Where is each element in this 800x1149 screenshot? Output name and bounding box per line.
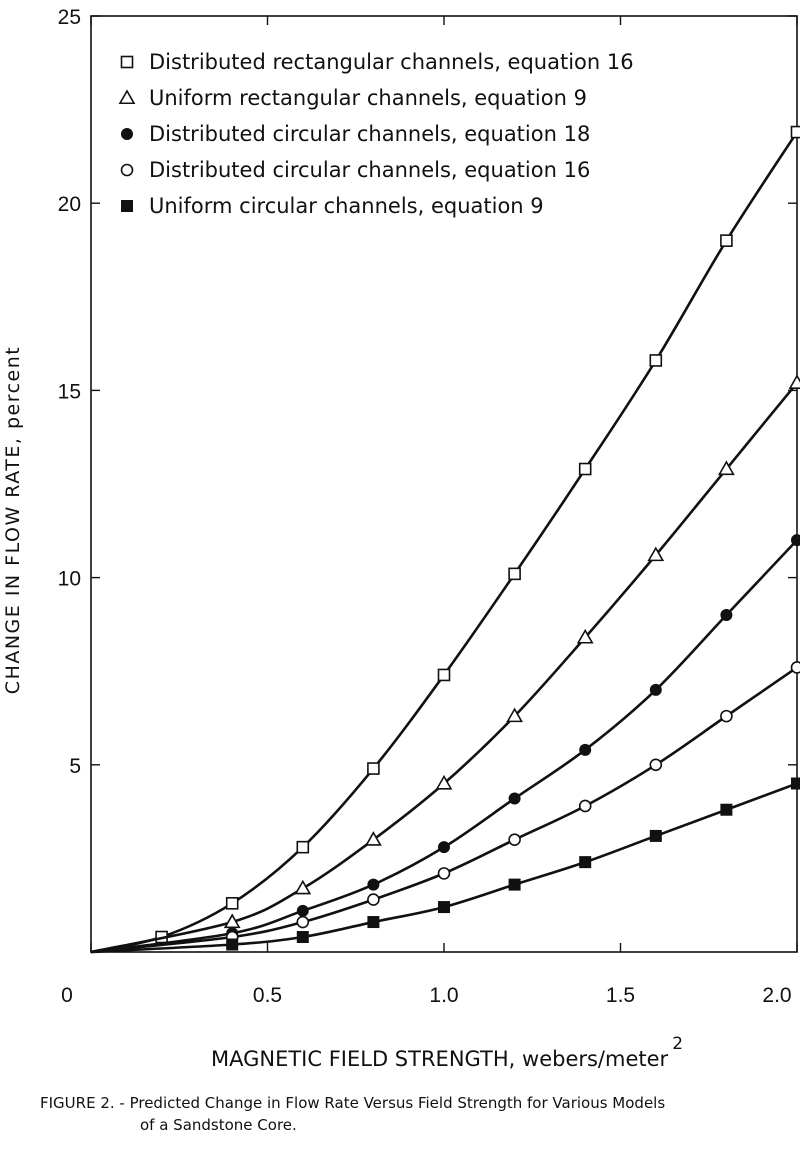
data-point bbox=[649, 758, 663, 772]
data-point bbox=[649, 683, 662, 696]
data-point bbox=[296, 840, 310, 854]
data-point bbox=[367, 893, 380, 906]
data-point bbox=[790, 125, 800, 139]
data-point bbox=[790, 661, 800, 674]
legend-marker-filled-square bbox=[121, 200, 133, 212]
data-point bbox=[579, 856, 592, 869]
data-point bbox=[365, 831, 382, 846]
data-point bbox=[649, 354, 663, 367]
legend-label: Uniform circular channels, equation 9 bbox=[149, 194, 544, 218]
legend-entry: Distributed rectangular channels, equati… bbox=[120, 50, 634, 74]
data-point bbox=[718, 460, 735, 476]
data-point bbox=[508, 833, 521, 846]
y-tick-label: 25 bbox=[58, 6, 81, 29]
x-tick-label: 1.0 bbox=[429, 984, 458, 1007]
series-group bbox=[90, 125, 800, 954]
series-filled-circle bbox=[90, 534, 800, 954]
x-tick-label: 0.5 bbox=[253, 984, 282, 1007]
x-tick-label: 1.5 bbox=[606, 984, 635, 1007]
y-axis-label: CHANGE IN FLOW RATE, percent bbox=[2, 346, 24, 694]
series-line bbox=[90, 782, 798, 954]
data-point bbox=[367, 762, 380, 775]
data-point bbox=[508, 567, 521, 581]
data-point bbox=[367, 878, 380, 891]
data-point bbox=[506, 707, 523, 723]
data-point bbox=[720, 609, 733, 622]
legend-entry: Uniform circular channels, equation 9 bbox=[121, 194, 544, 218]
data-point bbox=[576, 628, 594, 644]
data-point bbox=[720, 234, 733, 247]
x-axis-label-superscript: 2 bbox=[672, 1034, 683, 1054]
data-point bbox=[788, 374, 800, 389]
data-point bbox=[578, 462, 592, 476]
data-point bbox=[367, 916, 380, 929]
data-point bbox=[296, 915, 310, 929]
x-tick-label: 2.0 bbox=[762, 984, 791, 1007]
legend-marker-filled-circle bbox=[121, 128, 133, 140]
legend-marker-open-circle bbox=[120, 163, 134, 177]
x-tick-label: 0 bbox=[61, 984, 73, 1007]
x-axis-label: MAGNETIC FIELD STRENGTH, webers/meter2 bbox=[211, 1034, 683, 1071]
series-line bbox=[90, 382, 799, 954]
data-point bbox=[508, 792, 521, 805]
data-point bbox=[649, 829, 662, 842]
legend-marker-open-square bbox=[120, 55, 134, 69]
series-line bbox=[90, 539, 798, 954]
legend-label: Uniform rectangular channels, equation 9 bbox=[149, 86, 587, 110]
data-point bbox=[437, 668, 451, 682]
legend-label: Distributed circular channels, equation … bbox=[149, 158, 590, 182]
legend-entry: Distributed circular channels, equation … bbox=[121, 122, 590, 146]
data-point bbox=[508, 878, 521, 891]
y-tick-label: 20 bbox=[58, 193, 81, 216]
series-open-square bbox=[90, 125, 800, 954]
figure-caption-line-1: FIGURE 2. - Predicted Change in Flow Rat… bbox=[40, 1094, 666, 1112]
figure-caption: FIGURE 2. - Predicted Change in Flow Rat… bbox=[40, 1092, 800, 1136]
series-line bbox=[90, 666, 798, 954]
plot-frame-group bbox=[90, 15, 798, 953]
legend-label: Distributed rectangular channels, equati… bbox=[149, 50, 634, 74]
series-filled-square bbox=[90, 777, 800, 954]
data-point bbox=[791, 534, 800, 547]
data-point bbox=[438, 841, 450, 854]
data-point bbox=[578, 799, 592, 813]
x-axis-label-text: MAGNETIC FIELD STRENGTH, webers/meter bbox=[211, 1047, 669, 1071]
axes-group: CHANGE IN FLOW RATE, percent MAGNETIC FI… bbox=[2, 6, 798, 1071]
plot-area-border bbox=[90, 15, 798, 953]
data-point bbox=[720, 709, 733, 723]
data-point bbox=[294, 879, 312, 895]
legend-entry: Distributed circular channels, equation … bbox=[120, 158, 590, 182]
data-point bbox=[296, 931, 309, 944]
data-point bbox=[579, 743, 592, 756]
data-point bbox=[647, 546, 665, 562]
legend-label: Distributed circular channels, equation … bbox=[149, 122, 590, 146]
series-open-triangle bbox=[90, 374, 800, 954]
data-point bbox=[438, 901, 450, 914]
chart: CHANGE IN FLOW RATE, percent MAGNETIC FI… bbox=[2, 6, 800, 1071]
figure-caption-line-2: of a Sandstone Core. bbox=[140, 1116, 297, 1134]
series-line bbox=[90, 131, 799, 954]
y-tick-label: 5 bbox=[69, 755, 81, 778]
data-point bbox=[437, 867, 451, 880]
data-point bbox=[225, 897, 239, 910]
data-point bbox=[435, 774, 453, 790]
data-point bbox=[296, 904, 309, 917]
data-point bbox=[720, 803, 733, 816]
data-point bbox=[226, 938, 239, 951]
legend: Distributed rectangular channels, equati… bbox=[118, 50, 634, 218]
y-tick-label: 10 bbox=[58, 568, 81, 591]
legend-entry: Uniform rectangular channels, equation 9 bbox=[118, 86, 587, 110]
legend-marker-open-triangle bbox=[118, 89, 136, 105]
data-point bbox=[791, 777, 800, 790]
y-tick-label: 15 bbox=[58, 380, 81, 403]
